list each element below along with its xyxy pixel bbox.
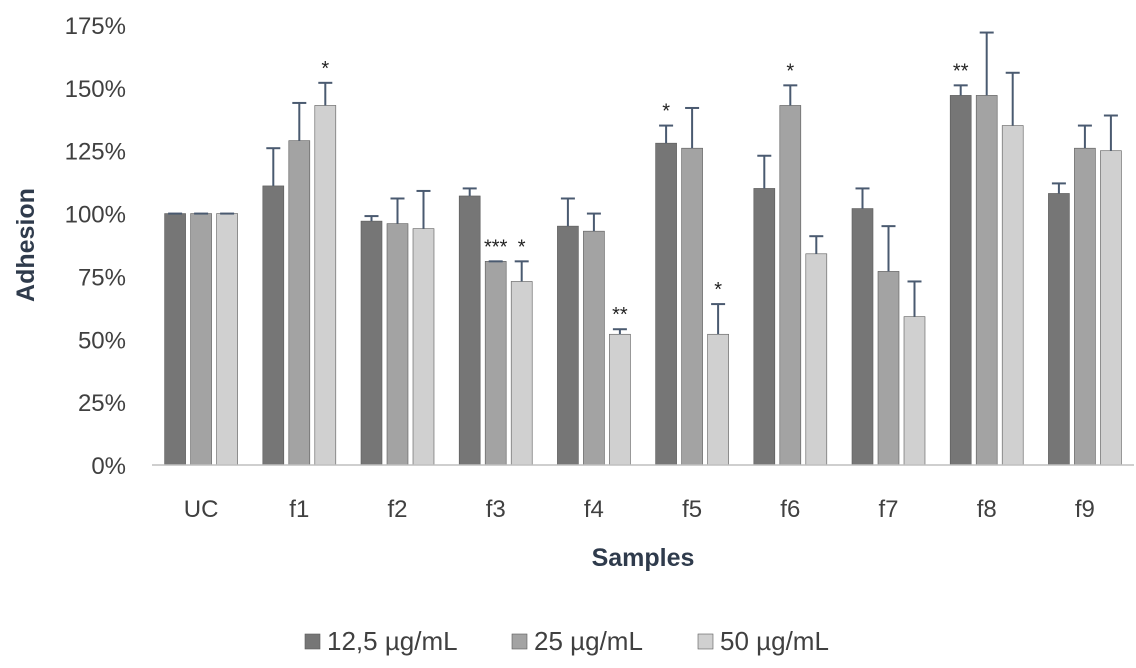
bar-f6-series-2: [779, 105, 802, 466]
bar-f3-series-3: [510, 281, 533, 466]
significance-annotations: **** ****** **: [321, 58, 968, 326]
y-tick-label: 175%: [65, 13, 126, 40]
bar-f7-series-1: [851, 208, 874, 466]
x-tick-label: f9: [1075, 496, 1095, 523]
bar-f7-series-2: [877, 271, 900, 466]
bar-f8-series-3: [1001, 125, 1024, 466]
significance-marker: *: [714, 279, 722, 301]
error-bars-group: [168, 31, 1118, 335]
bar-UC-series-2: [190, 213, 212, 466]
y-tick-label: 50%: [78, 327, 126, 354]
bar-f9-series-3: [1100, 150, 1122, 466]
bar-f5-series-1: [655, 142, 677, 466]
significance-marker: *: [786, 60, 794, 82]
y-tick-label: 125%: [65, 139, 126, 166]
bar-f8-series-1: [949, 95, 972, 466]
significance-marker: ***: [484, 236, 508, 258]
bar-f6-series-3: [805, 253, 828, 466]
bar-f8-series-2: [975, 95, 998, 466]
bar-f5-series-3: [707, 333, 729, 466]
significance-marker: **: [953, 60, 969, 82]
x-tick-label: f2: [387, 496, 407, 523]
significance-marker: *: [662, 101, 670, 123]
y-tick-label: 150%: [65, 76, 126, 103]
legend-label: 25 µg/mL: [534, 626, 643, 656]
significance-marker: *: [518, 236, 526, 258]
bar-UC-series-1: [164, 213, 186, 466]
y-tick-label: 75%: [78, 264, 126, 291]
legend-label: 50 µg/mL: [720, 626, 829, 656]
bar-f3-series-1: [458, 195, 481, 466]
x-axis-title: Samples: [592, 544, 695, 572]
x-axis-ticks: UC f1 f2 f3 f4 f5 f6 f7 f8 f9: [184, 496, 1095, 523]
bar-f9-series-1: [1048, 193, 1070, 466]
bar-f7-series-3: [903, 316, 926, 466]
bar-f1-series-3: [314, 105, 337, 466]
x-tick-label: f5: [682, 496, 702, 523]
x-tick-label: UC: [184, 496, 219, 523]
x-tick-label: f1: [289, 496, 309, 523]
bar-f4-series-2: [583, 230, 605, 466]
bar-f4-series-1: [557, 225, 579, 466]
significance-marker: *: [321, 58, 329, 80]
bar-f1-series-1: [262, 185, 285, 466]
x-tick-label: f4: [584, 496, 604, 523]
x-tick-label: f7: [878, 496, 898, 523]
bar-f2-series-3: [412, 228, 435, 466]
x-tick-label: f6: [780, 496, 800, 523]
y-tick-label: 100%: [65, 202, 126, 229]
legend-label: 12,5 µg/mL: [327, 626, 458, 656]
bars-group: [164, 95, 1122, 466]
significance-marker: **: [612, 304, 628, 326]
x-tick-label: f3: [486, 496, 506, 523]
bar-UC-series-3: [216, 213, 238, 466]
y-axis-title: Adhesion: [12, 188, 40, 302]
bar-f4-series-3: [609, 333, 631, 466]
y-tick-label: 25%: [78, 390, 126, 417]
legend-swatch-series-3: [697, 633, 714, 650]
bar-f3-series-2: [484, 261, 507, 466]
legend-swatch-series-1: [304, 633, 321, 650]
bar-f2-series-1: [360, 220, 383, 466]
bar-f1-series-2: [288, 140, 311, 466]
x-tick-label: f8: [977, 496, 997, 523]
legend-swatch-series-2: [511, 633, 528, 650]
bar-f2-series-2: [386, 223, 409, 466]
bar-f6-series-1: [753, 188, 776, 466]
bar-f9-series-2: [1074, 147, 1096, 466]
legend: 12,5 µg/mL 25 µg/mL 50 µg/mL: [304, 626, 829, 656]
y-tick-label: 0%: [91, 453, 126, 480]
bar-f5-series-2: [681, 147, 703, 466]
y-axis-ticks: 0% 25% 50% 75% 100% 125% 150% 175%: [65, 13, 126, 480]
